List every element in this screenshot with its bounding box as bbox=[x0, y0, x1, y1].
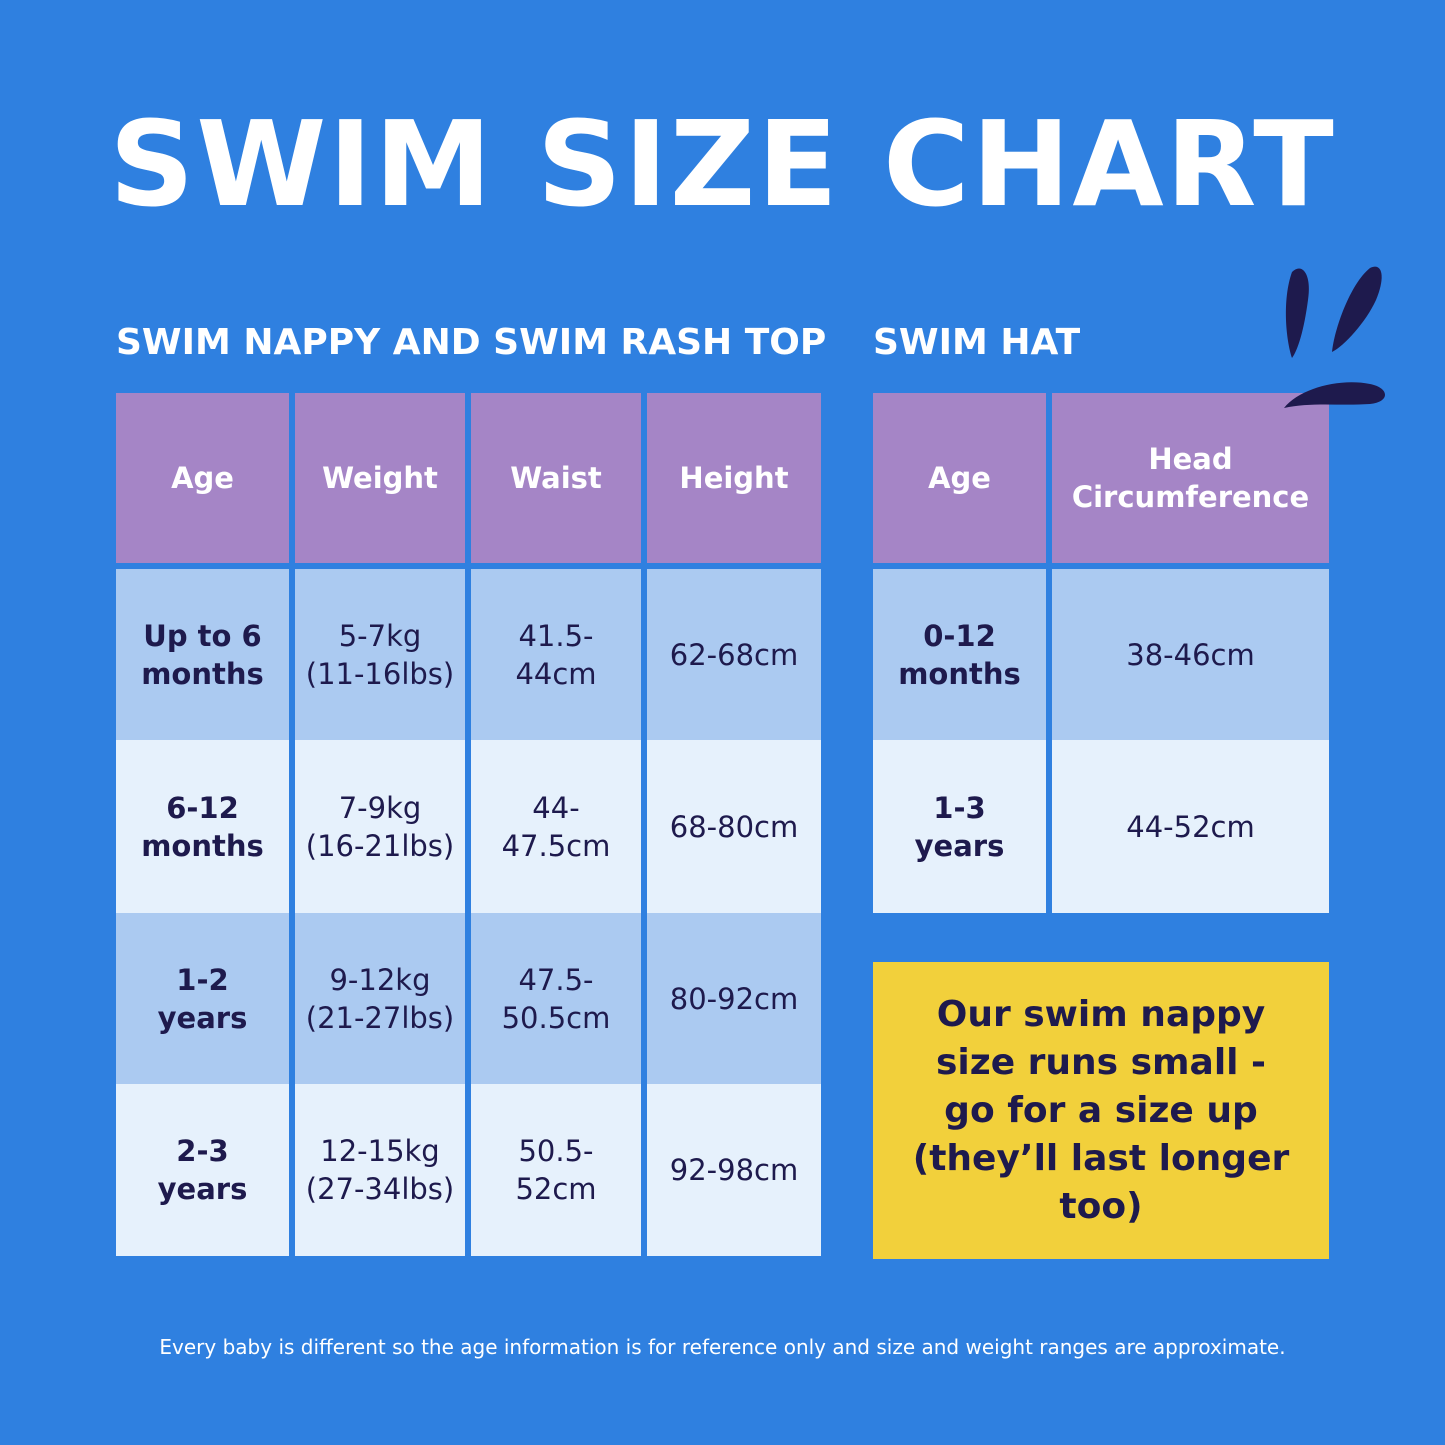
row-header: Up to 6 months bbox=[116, 569, 289, 740]
table-cell: 12-15kg (27-34lbs) bbox=[295, 1084, 465, 1256]
row-header: 1-3 years bbox=[873, 740, 1046, 913]
column-header: Head Circumference bbox=[1052, 393, 1329, 563]
row-header: 0-12 months bbox=[873, 569, 1046, 740]
hat-table: Age Head Circumference 0-12 months 38-46cm 1… bbox=[873, 393, 1329, 913]
row-header: 6-12 months bbox=[116, 740, 289, 913]
column-header: Height bbox=[647, 393, 821, 563]
table-cell: 38-46cm bbox=[1052, 569, 1329, 740]
table-cell: 7-9kg (16-21lbs) bbox=[295, 740, 465, 913]
column-header: Age bbox=[116, 393, 289, 563]
table-cell: 62-68cm bbox=[647, 569, 821, 740]
splash-decoration bbox=[1284, 266, 1385, 408]
column-header: Age bbox=[873, 393, 1046, 563]
column-header: Weight bbox=[295, 393, 465, 563]
title: SWIM SIZE CHART bbox=[109, 95, 1336, 233]
footer: Every baby is different so the age infor… bbox=[159, 1335, 1286, 1359]
table-cell: 50.5- 52cm bbox=[471, 1084, 641, 1256]
row-header: 2-3 years bbox=[116, 1084, 289, 1256]
table-cell: 5-7kg (11-16lbs) bbox=[295, 569, 465, 740]
size-table: Age Weight Waist Height Up to 6 months 5-7kg … bbox=[116, 393, 821, 1256]
table-cell: 41.5- 44cm bbox=[471, 569, 641, 740]
column-header: Waist bbox=[471, 393, 641, 563]
table-cell: 47.5- 50.5cm bbox=[471, 913, 641, 1084]
table-cell: 92-98cm bbox=[647, 1084, 821, 1256]
table-cell: 44-52cm bbox=[1052, 740, 1329, 913]
table-title: SWIM NAPPY AND SWIM RASH TOP bbox=[116, 322, 827, 363]
table-title: SWIM HAT bbox=[873, 322, 1081, 363]
table-cell: 44- 47.5cm bbox=[471, 740, 641, 913]
row-header: 1-2 years bbox=[116, 913, 289, 1084]
table-cell: 68-80cm bbox=[647, 740, 821, 913]
note: Our swim nappy size runs small - go for … bbox=[873, 962, 1329, 1259]
table-cell: 9-12kg (21-27lbs) bbox=[295, 913, 465, 1084]
table-cell: 80-92cm bbox=[647, 913, 821, 1084]
